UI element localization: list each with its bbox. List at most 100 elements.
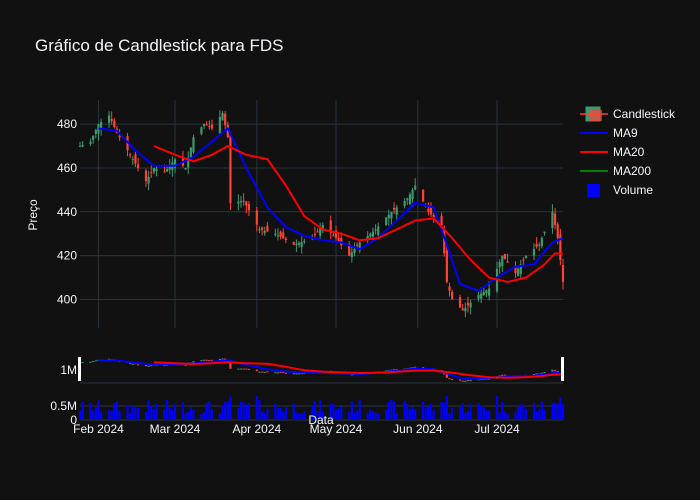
mini-candle bbox=[81, 362, 84, 364]
volume-bar bbox=[443, 402, 446, 420]
volume-bar bbox=[313, 400, 317, 420]
volume-bar bbox=[348, 412, 351, 420]
candle-body bbox=[155, 169, 158, 172]
legend-item[interactable]: MA9 bbox=[580, 126, 638, 140]
candle-body bbox=[390, 211, 393, 219]
volume-bar bbox=[258, 400, 261, 420]
volume-bar bbox=[181, 402, 185, 420]
volume-bar bbox=[115, 401, 119, 420]
mini-candle bbox=[501, 374, 504, 376]
candle-body bbox=[543, 231, 546, 234]
candle-body bbox=[189, 147, 192, 158]
candle-body bbox=[403, 200, 406, 206]
legend-item[interactable]: Volume bbox=[587, 183, 653, 197]
candle-body bbox=[163, 171, 166, 173]
candle-body bbox=[224, 113, 227, 126]
candle-body bbox=[152, 167, 156, 172]
candle-body bbox=[392, 207, 396, 210]
mini-candle bbox=[107, 358, 111, 360]
volume-bar bbox=[440, 401, 443, 420]
candle-body bbox=[482, 291, 485, 296]
volume-bar bbox=[113, 403, 116, 420]
candle-body bbox=[374, 229, 377, 231]
volume-bar bbox=[374, 412, 377, 420]
volume-bar bbox=[371, 410, 375, 420]
legend-item[interactable]: MA200 bbox=[580, 164, 651, 178]
candle-body bbox=[218, 116, 221, 134]
legend[interactable]: Candlestick MA9 MA20 MA200 Volume bbox=[580, 106, 676, 197]
volume-bar bbox=[445, 395, 448, 420]
mini-candle bbox=[224, 358, 227, 360]
x-tick-label: Jun 2024 bbox=[393, 422, 443, 436]
legend-label: MA200 bbox=[613, 164, 651, 178]
volume-bar bbox=[118, 410, 121, 420]
mini-candle bbox=[411, 367, 414, 369]
volume-bar bbox=[406, 404, 409, 420]
mini-candle bbox=[282, 372, 285, 374]
candle-body bbox=[245, 201, 248, 206]
volume-bar bbox=[461, 402, 464, 420]
legend-label: Volume bbox=[613, 183, 653, 197]
legend-item[interactable]: MA20 bbox=[580, 145, 645, 159]
mini-candle bbox=[163, 365, 166, 367]
mini-candle bbox=[390, 369, 393, 371]
legend-item[interactable]: Candlestick bbox=[580, 106, 676, 122]
candle-body bbox=[239, 201, 243, 203]
candle-body bbox=[445, 250, 448, 282]
volume-bar bbox=[279, 408, 282, 420]
candle-body bbox=[387, 214, 390, 219]
legend-label: MA9 bbox=[613, 126, 638, 140]
mini-candle bbox=[451, 378, 454, 380]
candle-body bbox=[448, 286, 451, 291]
volume-bar bbox=[403, 400, 406, 420]
volume-bar bbox=[247, 403, 251, 420]
mini-candle bbox=[147, 365, 150, 367]
candle-body bbox=[532, 249, 536, 256]
mini-candle bbox=[482, 378, 485, 380]
volume-bar bbox=[163, 408, 166, 420]
candle-body bbox=[226, 124, 229, 138]
mini-candle bbox=[205, 359, 208, 361]
candle-body bbox=[466, 302, 470, 306]
volume-bar bbox=[556, 403, 559, 420]
candle-body bbox=[147, 176, 150, 184]
volume-bar bbox=[506, 413, 509, 420]
volume-bar bbox=[408, 409, 412, 420]
volume-bar bbox=[218, 413, 221, 420]
candle-body bbox=[408, 194, 412, 204]
volume-bar bbox=[451, 407, 454, 420]
mini-candle bbox=[540, 372, 543, 374]
volume-bar bbox=[229, 396, 232, 420]
candle-body bbox=[329, 220, 332, 233]
volume-bar bbox=[92, 410, 95, 420]
candle-body bbox=[334, 230, 338, 239]
volume-bar bbox=[427, 406, 430, 420]
volume-bar bbox=[485, 410, 488, 420]
candle-body bbox=[461, 308, 464, 311]
mini-candle bbox=[266, 371, 269, 373]
mini-candle bbox=[144, 365, 148, 367]
mini-candle bbox=[464, 380, 467, 382]
range-slider-panel[interactable] bbox=[78, 357, 565, 382]
volume-bar bbox=[237, 408, 240, 420]
volume-bar bbox=[538, 409, 541, 420]
candle-body bbox=[200, 127, 203, 135]
candle-body bbox=[295, 243, 298, 246]
mini-candle bbox=[292, 373, 295, 375]
volume-bar bbox=[303, 410, 306, 420]
mini-candle bbox=[200, 360, 203, 362]
volume-bar bbox=[274, 403, 277, 420]
candle-body bbox=[464, 307, 467, 312]
mini-candle bbox=[92, 361, 95, 363]
x-tick-label: Jul 2024 bbox=[474, 422, 520, 436]
candle-body bbox=[443, 229, 446, 254]
x-tick-label: Feb 2024 bbox=[73, 422, 124, 436]
volume-bar bbox=[168, 407, 171, 420]
volume-bar bbox=[255, 395, 258, 420]
candle-body bbox=[118, 135, 121, 138]
mini-candle bbox=[255, 369, 258, 372]
volume-bar bbox=[144, 412, 148, 420]
volume-bar bbox=[205, 403, 208, 420]
volume-bar bbox=[480, 405, 483, 420]
volume-bar bbox=[501, 401, 504, 420]
